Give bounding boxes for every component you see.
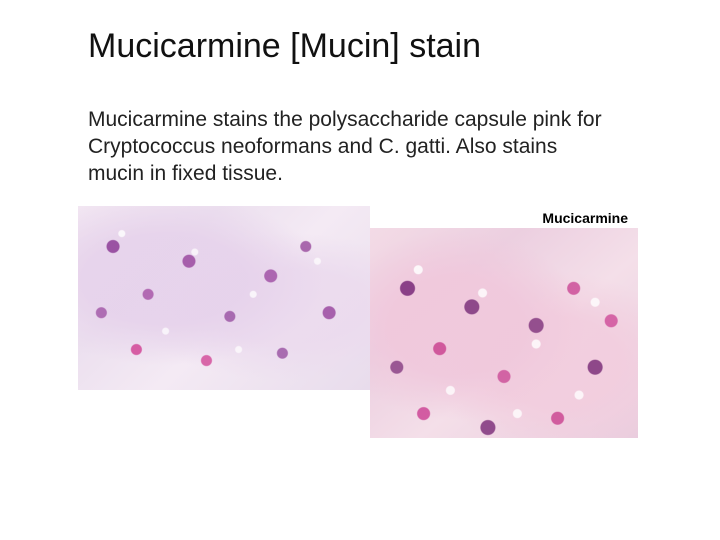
page-title: Mucicarmine [Mucin] stain bbox=[88, 28, 664, 65]
image-row: Mucicarmine bbox=[78, 206, 664, 438]
micrograph-left bbox=[78, 206, 370, 390]
histology-image-icon bbox=[78, 206, 370, 390]
body-text: Mucicarmine stains the polysaccharide ca… bbox=[88, 107, 608, 188]
micrograph-right-label: Mucicarmine bbox=[542, 210, 628, 226]
slide: Mucicarmine [Mucin] stain Mucicarmine st… bbox=[0, 0, 720, 540]
micrograph-right: Mucicarmine bbox=[370, 206, 638, 438]
histology-image-icon bbox=[370, 228, 638, 438]
